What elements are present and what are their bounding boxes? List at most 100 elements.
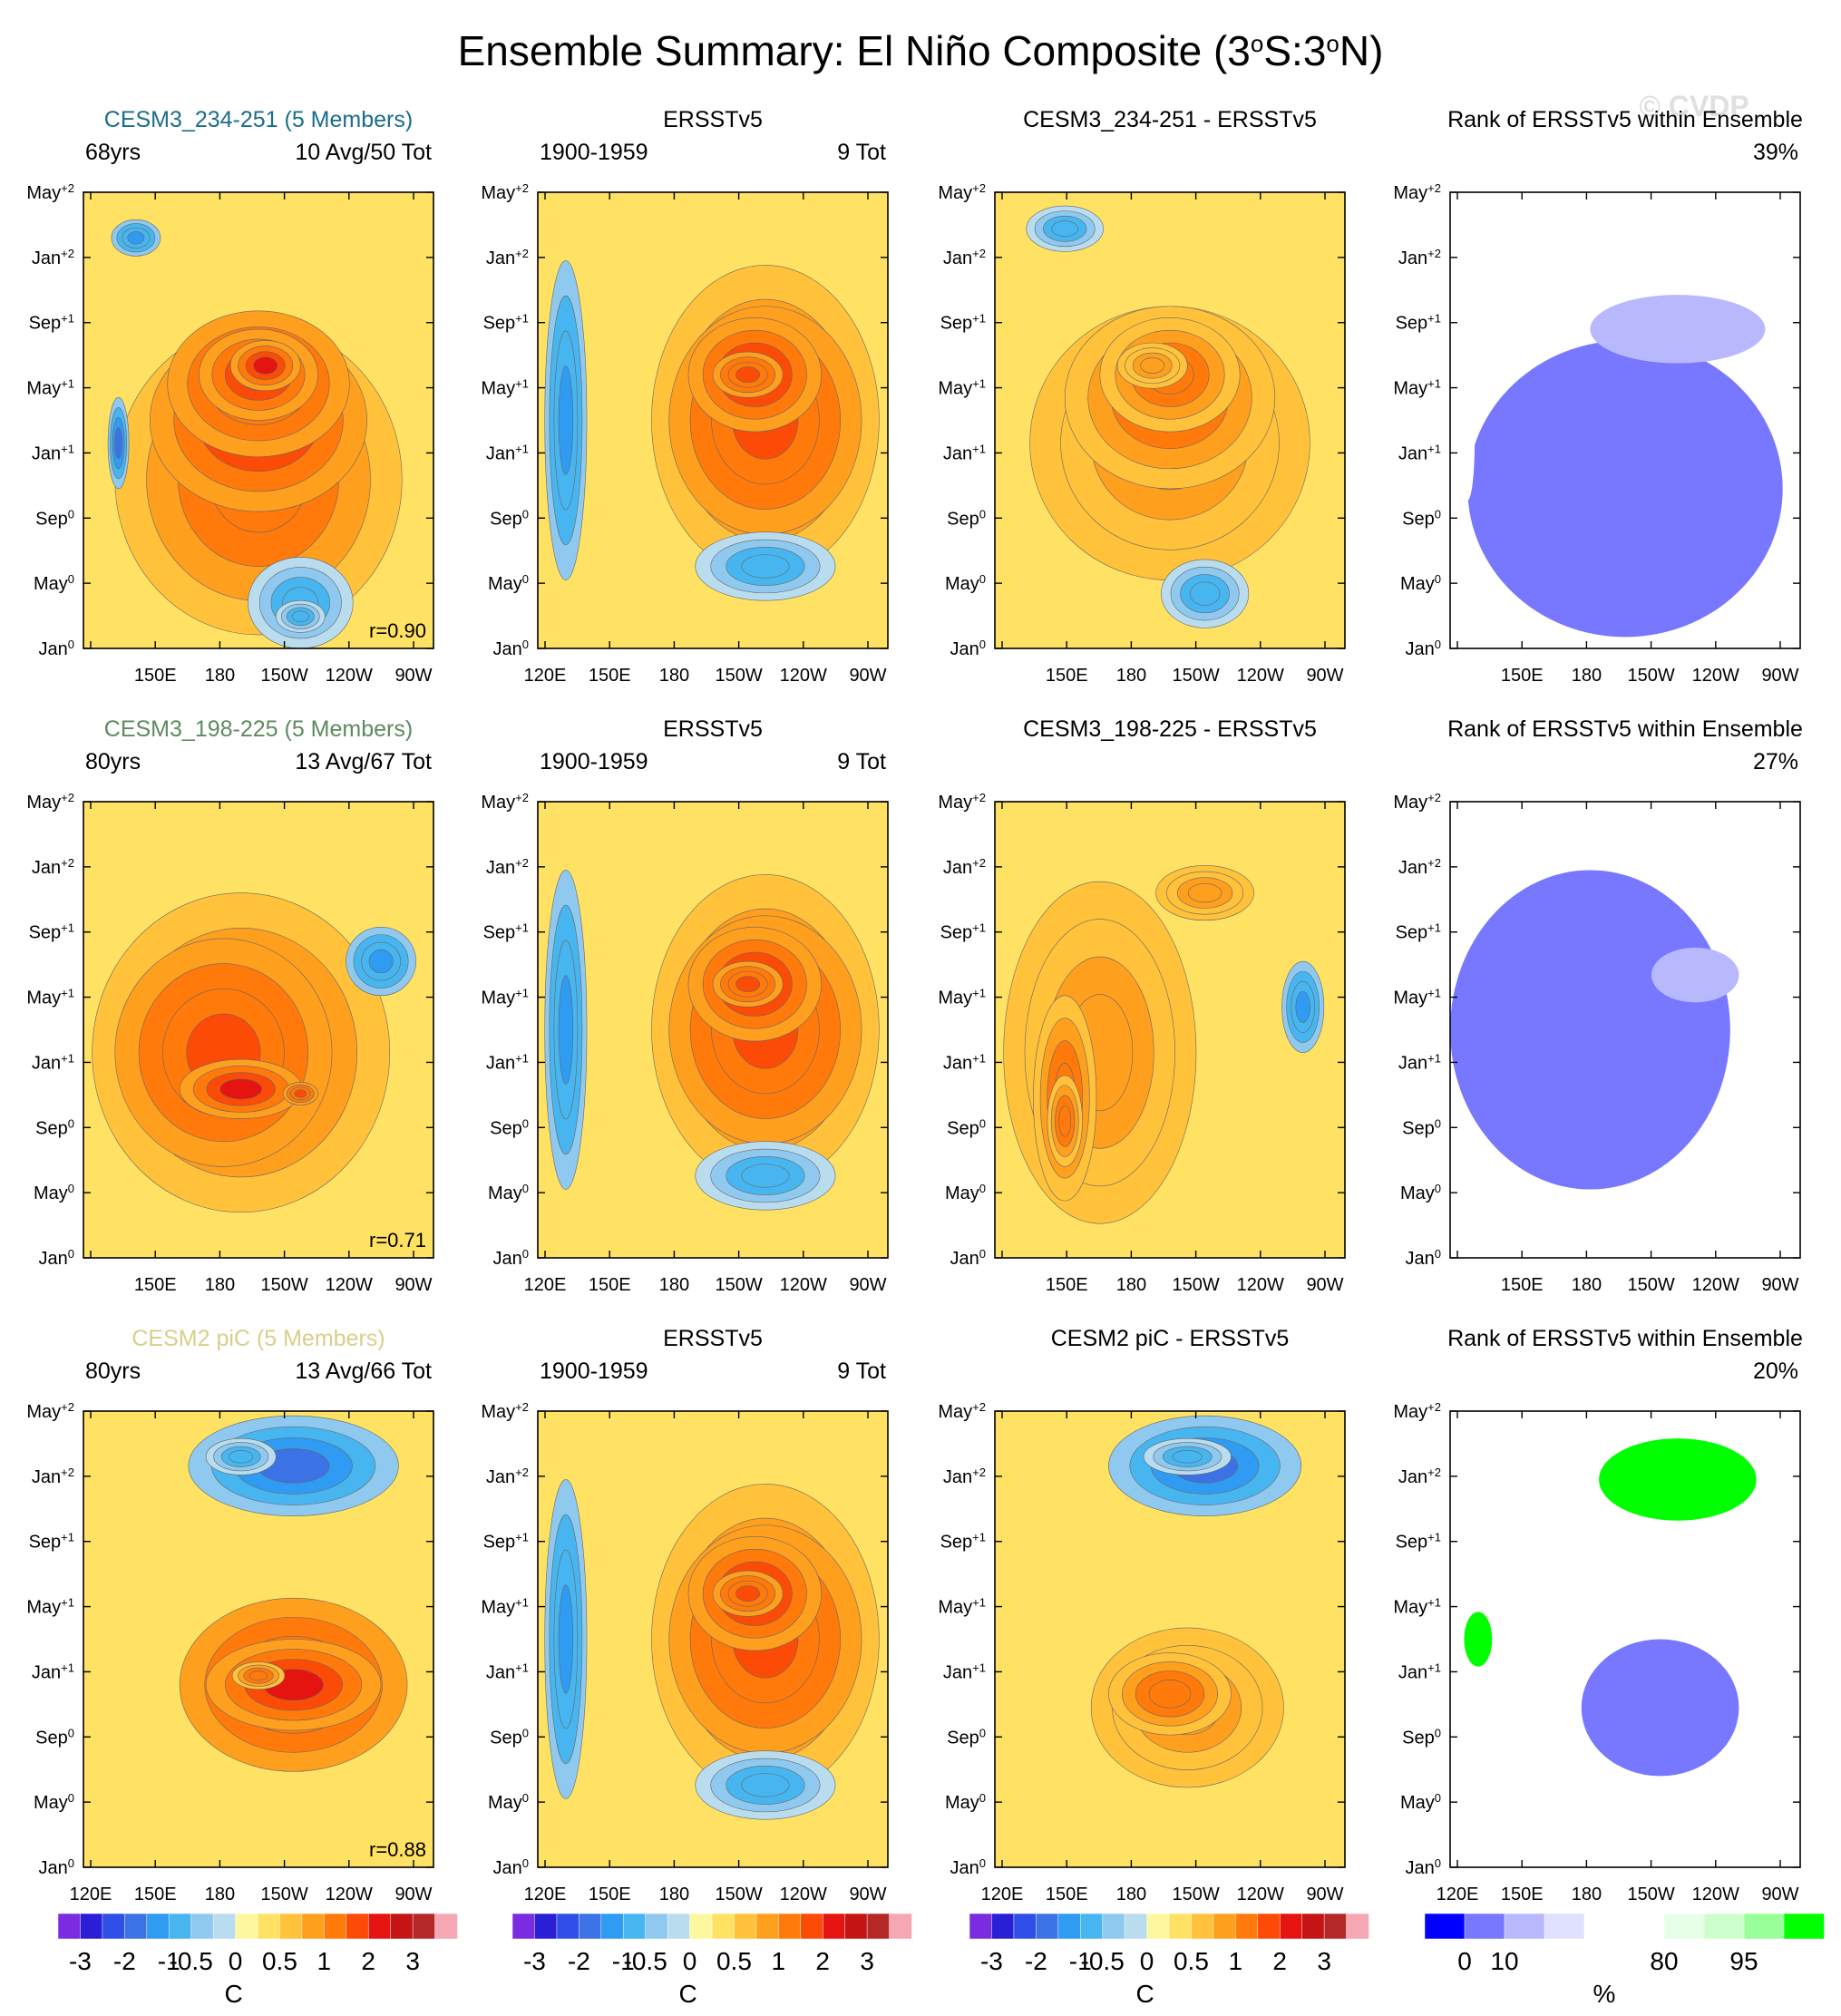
colorbar-swatch [1301, 1913, 1325, 1940]
x-tick-label: 150E [1046, 666, 1088, 686]
panel-r2c2: ERSSTv5 1900-1959 9 Tot May+2 Jan+2 Sep+1 May+… [481, 716, 889, 1295]
colorbar-swatch [1424, 1913, 1466, 1940]
x-tick-label: 180 [205, 666, 235, 686]
colorbar-swatch [124, 1913, 148, 1940]
panel-header: Rank of ERSSTv5 within Ensemble [1447, 107, 1803, 132]
colorbar-label: 3 [1317, 1947, 1331, 1975]
panel-header: CESM3_198-225 - ERSSTv5 [1023, 716, 1317, 742]
panel-frame [1449, 1410, 1801, 1868]
x-tick-label: 180 [205, 1275, 235, 1295]
colorbar-label: 10 [1490, 1947, 1518, 1975]
panel-r1c3: CESM3_234-251 - ERSSTv5 May+2 Jan+2 Sep+1 Ma… [938, 107, 1346, 686]
colorbar-swatch [390, 1913, 414, 1940]
y-tick-label: Jan+1 [1398, 442, 1441, 464]
colorbar-swatch [1544, 1913, 1585, 1940]
colorbar-swatch [1124, 1913, 1148, 1940]
x-tick-label: 90W [1306, 1885, 1343, 1904]
colorbar-swatch [579, 1913, 602, 1940]
y-tick-label: May+1 [1393, 376, 1441, 399]
x-tick-label: 150E [1501, 1885, 1544, 1904]
x-tick-label: 180 [1572, 1885, 1602, 1904]
x-tick-label: 120W [1692, 1275, 1739, 1295]
contour-region-2 [1464, 1612, 1493, 1667]
colorbar-swatch [235, 1913, 258, 1940]
y-tick-label: May0 [945, 572, 986, 595]
x-tick-label: 180 [205, 1885, 235, 1904]
y-tick-label: Jan0 [1406, 1247, 1441, 1270]
contour-region-0 [1450, 870, 1730, 1190]
colorbar-label: 0.5 [1174, 1947, 1209, 1975]
colorbar-swatch [1213, 1913, 1237, 1940]
colorbar-swatch [80, 1913, 103, 1940]
x-tick-label: 120W [780, 1275, 827, 1295]
colorbar-label: -0.5 [624, 1947, 667, 1975]
x-tick-label: 150W [260, 1275, 307, 1295]
y-tick-label: Sep0 [490, 1116, 529, 1139]
colorbar-label: 0.5 [716, 1947, 752, 1975]
y-tick-label: Jan0 [39, 638, 74, 660]
y-tick-label: May+1 [26, 986, 74, 1008]
x-tick-label: 150W [260, 666, 307, 686]
panel-right-label: 39% [1753, 140, 1798, 165]
x-tick-label: 150W [1172, 1275, 1219, 1295]
colorbar-swatch [866, 1913, 891, 1940]
y-tick-label: May0 [1400, 1182, 1441, 1204]
y-tick-label: May+2 [1393, 181, 1441, 204]
x-tick-label: 180 [659, 1885, 689, 1904]
colorbar-swatch [1191, 1913, 1214, 1940]
y-tick-label: May+2 [1393, 1400, 1441, 1423]
y-tick-label: Jan+1 [486, 442, 529, 464]
y-tick-label: Sep+1 [29, 1530, 74, 1553]
x-tick-label: 150E [1501, 666, 1544, 686]
y-tick-label: May+1 [481, 986, 529, 1008]
colorbar-swatch [1279, 1913, 1303, 1940]
x-tick-label: 150E [589, 666, 631, 686]
x-tick-label: 120W [1237, 1275, 1284, 1295]
x-tick-label: 90W [849, 1885, 886, 1904]
panel-header: CESM2 piC - ERSSTv5 [1051, 1326, 1290, 1351]
colorbar-label: 3 [405, 1947, 420, 1975]
panel-r2c1: CESM3_198-225 (5 Members) 80yrs 13 Avg/67 … [26, 716, 434, 1295]
y-tick-label: Jan+1 [32, 1051, 74, 1074]
panel-frame [994, 1410, 1346, 1868]
pattern-correlation: r=0.90 [369, 619, 426, 642]
pattern-correlation: r=0.71 [369, 1229, 426, 1251]
y-tick-label: Jan+1 [1398, 1051, 1441, 1074]
x-tick-label: 150E [134, 1275, 177, 1295]
y-tick-label: Sep0 [947, 1116, 986, 1139]
x-tick-label: 90W [394, 666, 432, 686]
contour-region-4 [1295, 990, 1310, 1023]
x-tick-label: 120W [1237, 666, 1284, 686]
x-tick-label: 150E [1046, 1275, 1088, 1295]
colorbar-label: -0.5 [170, 1947, 213, 1975]
panel-field [538, 1411, 888, 1867]
colorbar-2: -3 -2 -1-0.5 0 0.5 1 2 3 C [511, 1913, 912, 2008]
colorbar-3: -3 -2 -1-0.5 0 0.5 1 2 3 C [969, 1913, 1369, 2008]
contour-region-4 [735, 366, 761, 384]
panel-frame [1449, 191, 1801, 649]
colorbar-swatch [991, 1913, 1015, 1940]
y-tick-label: May0 [945, 1791, 986, 1814]
panel-header: CESM3_234-251 (5 Members) [104, 107, 413, 132]
x-tick-label: 120W [1692, 1885, 1739, 1904]
panel-right-label: 9 Tot [837, 140, 886, 165]
contour-region-7 [114, 427, 122, 460]
panel-field [995, 802, 1345, 1258]
contour-region-1 [1148, 1680, 1192, 1709]
y-tick-label: Sep+1 [29, 311, 74, 334]
y-tick-label: May+2 [481, 1400, 529, 1423]
y-tick-label: Sep0 [1402, 1116, 1441, 1139]
colorbar-swatch [1057, 1913, 1081, 1940]
x-tick-label: 120W [780, 1885, 827, 1904]
contour-region-2 [1651, 947, 1739, 1003]
panel-field [538, 802, 888, 1258]
contour-region-4 [1189, 581, 1221, 606]
y-tick-label: Sep0 [490, 507, 529, 530]
contour-region-5 [741, 1164, 790, 1188]
y-tick-label: Jan+2 [486, 855, 529, 878]
colorbar-label: 2 [1272, 1947, 1287, 1975]
x-tick-label: 120E [1437, 1885, 1479, 1904]
colorbar-label: 1 [772, 1947, 786, 1975]
colorbar-swatch [1102, 1913, 1125, 1940]
colorbar-swatch [1013, 1913, 1037, 1940]
